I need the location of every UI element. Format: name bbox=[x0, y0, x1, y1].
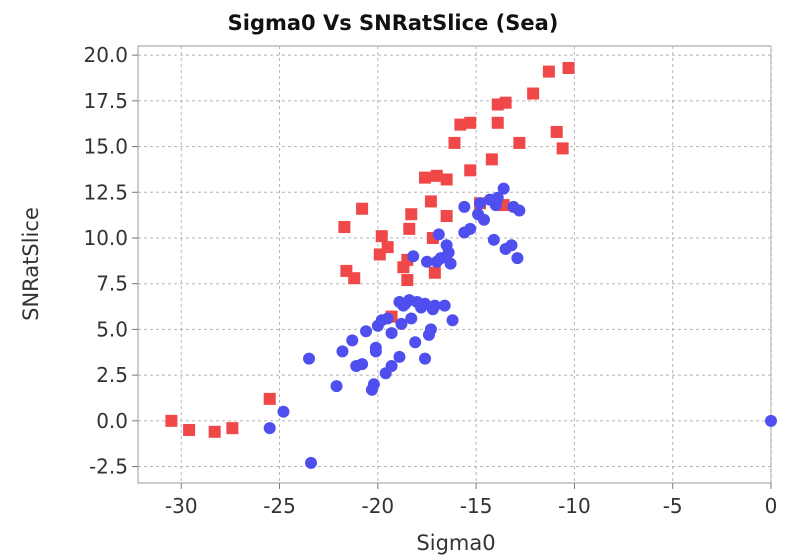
data-point-circle bbox=[263, 422, 276, 435]
data-point-circle bbox=[477, 213, 490, 226]
data-point-square bbox=[403, 222, 416, 235]
data-point-circle bbox=[277, 405, 290, 418]
series-2 bbox=[263, 182, 777, 469]
data-point-square bbox=[550, 125, 563, 138]
data-point-square bbox=[454, 118, 467, 131]
data-point-square bbox=[401, 274, 414, 287]
data-point-square bbox=[491, 116, 504, 129]
data-point-square bbox=[440, 210, 453, 223]
data-point-circle bbox=[487, 233, 500, 246]
data-point-square bbox=[513, 136, 526, 149]
data-point-square bbox=[464, 116, 477, 129]
y-axis-label: SNRatSlice bbox=[19, 207, 43, 321]
y-tick-label: 2.5 bbox=[96, 363, 128, 387]
data-point-circle bbox=[385, 327, 398, 340]
data-point-square bbox=[208, 425, 221, 438]
data-series bbox=[165, 61, 777, 469]
x-tick-label: -5 bbox=[663, 494, 683, 518]
data-point-circle bbox=[419, 352, 432, 365]
y-tick-label: 15.0 bbox=[83, 135, 128, 159]
data-point-circle bbox=[474, 197, 487, 210]
data-point-square bbox=[556, 142, 569, 155]
x-tick-label: -15 bbox=[460, 494, 493, 518]
data-point-circle bbox=[458, 200, 471, 213]
data-point-square bbox=[428, 266, 441, 279]
data-point-circle bbox=[505, 239, 518, 252]
data-point-circle bbox=[356, 358, 369, 371]
data-point-square bbox=[381, 241, 394, 254]
data-point-circle bbox=[765, 414, 777, 427]
data-point-square bbox=[226, 422, 239, 435]
data-point-circle bbox=[367, 378, 380, 391]
data-point-square bbox=[375, 230, 388, 243]
data-point-square bbox=[430, 169, 443, 182]
y-tick-label: 12.5 bbox=[83, 180, 128, 204]
data-point-square bbox=[419, 171, 432, 184]
data-point-square bbox=[464, 164, 477, 177]
data-point-circle bbox=[385, 359, 398, 372]
data-point-circle bbox=[491, 191, 504, 204]
y-tick-label: 10.0 bbox=[83, 226, 128, 250]
data-point-square bbox=[485, 153, 498, 166]
data-point-square bbox=[499, 96, 512, 109]
data-point-circle bbox=[405, 312, 418, 325]
data-point-circle bbox=[330, 380, 343, 393]
data-point-circle bbox=[438, 299, 451, 312]
data-point-circle bbox=[446, 314, 459, 327]
data-point-circle bbox=[303, 352, 316, 365]
data-point-square bbox=[405, 208, 418, 221]
data-point-square bbox=[527, 87, 540, 100]
data-point-circle bbox=[409, 336, 422, 349]
data-point-circle bbox=[444, 257, 457, 270]
chart-title: Sigma0 Vs SNRatSlice (Sea) bbox=[228, 11, 559, 35]
data-point-circle bbox=[304, 456, 317, 469]
y-tick-label: 0.0 bbox=[96, 409, 128, 433]
data-point-square bbox=[542, 65, 555, 78]
x-tick-label: -25 bbox=[263, 494, 296, 518]
data-point-circle bbox=[428, 299, 441, 312]
data-point-square bbox=[562, 61, 575, 74]
data-point-circle bbox=[395, 317, 408, 330]
data-point-square bbox=[356, 202, 369, 215]
data-point-square bbox=[183, 423, 196, 436]
data-point-square bbox=[165, 414, 178, 427]
data-point-circle bbox=[407, 250, 420, 263]
data-point-circle bbox=[336, 345, 349, 358]
x-axis-ticks: -30 -25 -20 -15 -10 -5 0 bbox=[165, 483, 777, 518]
data-point-square bbox=[348, 272, 361, 285]
y-tick-label: 7.5 bbox=[96, 272, 128, 296]
data-point-square bbox=[338, 221, 351, 234]
data-point-circle bbox=[464, 222, 477, 235]
y-tick-label: 20.0 bbox=[83, 43, 128, 67]
x-axis-label: Sigma0 bbox=[416, 531, 495, 555]
data-point-circle bbox=[511, 252, 524, 265]
data-point-square bbox=[424, 195, 437, 208]
data-point-circle bbox=[369, 345, 382, 358]
data-point-square bbox=[440, 173, 453, 186]
y-tick-label: 5.0 bbox=[96, 317, 128, 341]
x-tick-label: -10 bbox=[558, 494, 591, 518]
data-point-circle bbox=[442, 246, 455, 259]
data-point-circle bbox=[381, 312, 394, 325]
y-axis-ticks: -2.5 0.0 2.5 5.0 7.5 10.0 12.5 15.0 17.5 20.0 bbox=[83, 43, 138, 479]
x-tick-label: -20 bbox=[361, 494, 394, 518]
data-point-circle bbox=[432, 228, 445, 241]
data-point-circle bbox=[424, 323, 437, 336]
x-tick-label: -30 bbox=[165, 494, 198, 518]
data-point-circle bbox=[346, 334, 359, 347]
data-point-circle bbox=[360, 325, 373, 338]
y-tick-label: 17.5 bbox=[83, 89, 128, 113]
data-point-circle bbox=[420, 255, 433, 268]
data-point-circle bbox=[513, 204, 526, 217]
data-point-circle bbox=[497, 182, 510, 195]
data-point-square bbox=[263, 392, 276, 405]
data-point-square bbox=[448, 136, 461, 149]
data-point-circle bbox=[393, 350, 406, 363]
y-tick-label: -2.5 bbox=[89, 455, 128, 479]
x-tick-label: 0 bbox=[765, 494, 778, 518]
